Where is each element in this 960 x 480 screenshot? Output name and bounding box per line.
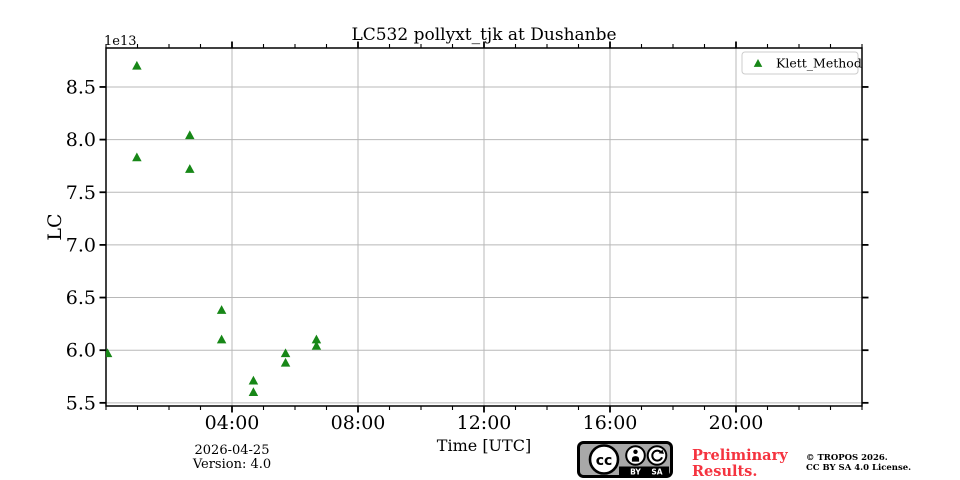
- y-axis-offset-label: 1e13: [104, 34, 137, 49]
- version-label: Version: 4.0: [192, 457, 272, 472]
- sa-arrow-arc: [651, 449, 663, 462]
- data-point-marker: [216, 334, 227, 344]
- x-tick-label: 04:00: [205, 412, 260, 434]
- axes-spines: [105, 47, 863, 407]
- x-tick-label: 12:00: [457, 412, 512, 434]
- x-tick-label: 20:00: [709, 412, 764, 434]
- copyright-line-1: © TROPOS 2026.: [806, 453, 888, 463]
- data-point-marker: [132, 152, 142, 162]
- badge-by-label: BY: [630, 467, 641, 476]
- badge-bottom-band: [619, 466, 669, 476]
- data-point-marker: [280, 357, 291, 367]
- x-tick-label: 08:00: [331, 412, 386, 434]
- copyright-note: © TROPOS 2026. CC BY SA 4.0 License.: [806, 453, 911, 473]
- y-tick-label: 8.0: [66, 129, 96, 151]
- preliminary-results-note: Preliminary Results.: [692, 448, 788, 479]
- data-point-marker: [106, 348, 113, 358]
- by-person-icon: [625, 445, 646, 466]
- legend: Klett_Method: [741, 51, 862, 75]
- data-point-marker: [280, 348, 291, 358]
- data-point-marker: [248, 375, 259, 385]
- data-point-marker: [216, 305, 227, 314]
- y-tick-label: 8.5: [66, 76, 96, 98]
- footer-date-version: 2026-04-25 Version: 4.0: [158, 444, 306, 472]
- measurement-date: 2026-04-25: [194, 443, 270, 458]
- y-tick-label: 7.5: [66, 182, 96, 204]
- copyright-line-2: CC BY SA 4.0 License.: [806, 463, 912, 473]
- preliminary-line-1: Preliminary: [692, 447, 788, 464]
- sa-arrow-head: [658, 449, 664, 454]
- sa-arrow-icon: [646, 445, 668, 466]
- badge-sa-label: SA: [651, 467, 662, 476]
- legend-marker-icon: [753, 59, 763, 67]
- by-person-head: [633, 449, 638, 454]
- series-klett-method: [106, 60, 322, 397]
- cc-logo-text: cc: [596, 453, 613, 469]
- y-tick-label: 5.5: [66, 392, 96, 414]
- chart-title: LC532 pollyxt_tjk at Dushanbe: [351, 25, 617, 45]
- x-tick-label: 16:00: [583, 412, 638, 434]
- y-tick-label: 6.0: [66, 340, 96, 362]
- data-point-marker: [311, 340, 322, 350]
- x-axis-label: Time [UTC]: [436, 436, 532, 455]
- data-point-marker: [185, 130, 195, 140]
- data-point-marker: [311, 334, 322, 344]
- data-point-marker: [185, 164, 195, 173]
- cc-logo-icon: [588, 444, 620, 475]
- legend-label: Klett_Method: [776, 56, 862, 71]
- data-point-marker: [132, 60, 142, 70]
- legend-box: [741, 51, 859, 75]
- data-point-marker: [248, 387, 259, 397]
- y-tick-label: 6.5: [66, 287, 96, 309]
- by-person-body: [631, 456, 640, 462]
- y-tick-label: 7.0: [66, 234, 96, 256]
- cc-by-sa-badge: cc BY SA: [577, 441, 673, 478]
- preliminary-line-2: Results.: [692, 462, 758, 480]
